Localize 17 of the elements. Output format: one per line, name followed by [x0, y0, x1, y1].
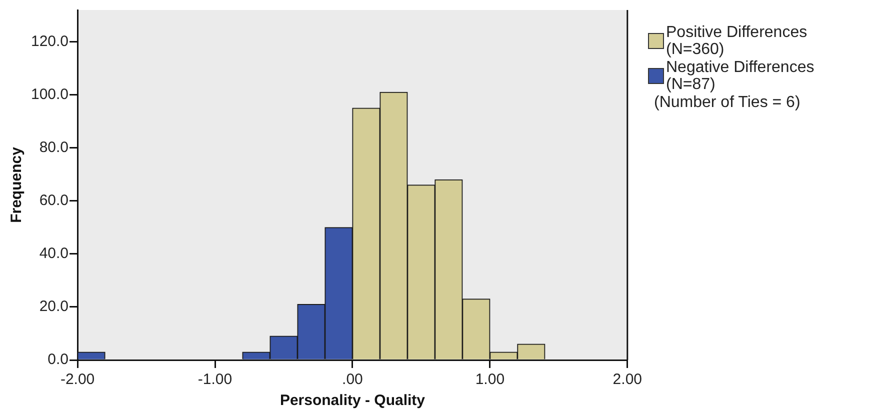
- y-tick-label: 80.0: [39, 139, 69, 156]
- x-tick-label: .00: [342, 371, 363, 388]
- x-tick-label: 2.00: [612, 371, 642, 388]
- y-tick-label: 40.0: [39, 245, 69, 262]
- x-tick-label: -1.00: [198, 371, 232, 388]
- y-tick-label: 20.0: [39, 298, 69, 316]
- y-tick-label: 0.0: [48, 351, 69, 368]
- text: (Number of Ties = 6): [654, 94, 802, 111]
- x-axis-title: Personality - Quality: [280, 392, 426, 410]
- x-tick-label: 1.00: [475, 371, 505, 388]
- y-axis-title: Frequency: [8, 146, 26, 223]
- legend-label: Positive Differences (N=360): [666, 24, 808, 58]
- y-tick-label: 120.0: [30, 32, 69, 50]
- x-tick-label: -2.00: [60, 371, 95, 388]
- y-tick-label: 100.0: [30, 86, 69, 103]
- legend-label: Negative Differences (N=87): [666, 59, 816, 93]
- y-tick-label: 60.0: [39, 192, 69, 210]
